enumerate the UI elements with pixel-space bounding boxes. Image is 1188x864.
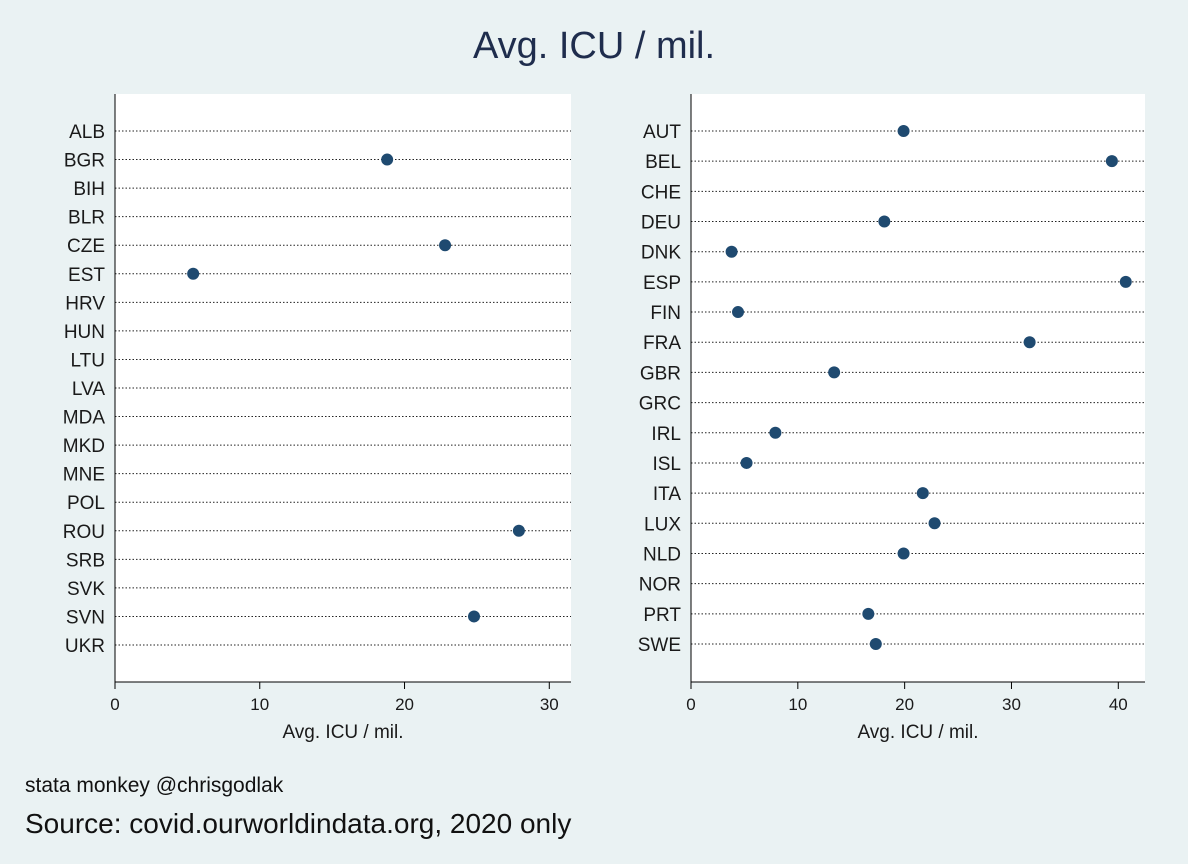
category-label: HRV: [65, 293, 105, 314]
category-label: SWE: [638, 635, 681, 656]
x-tick-label: 40: [1109, 695, 1128, 714]
category-label: LTU: [71, 350, 105, 371]
credit-note: stata monkey @chrisgodlak: [25, 774, 284, 797]
category-label: LUX: [644, 514, 681, 535]
data-point-nld: [897, 547, 910, 560]
data-point-cze: [439, 239, 452, 252]
category-label: FRA: [643, 333, 681, 354]
data-point-fin: [732, 306, 745, 319]
category-label: GBR: [640, 363, 681, 384]
left-panel: ALB BGR BIH BLR CZE EST HRV HUN LTU LVA MDA MKD MNE P…: [63, 94, 571, 743]
x-tick-label: 30: [1002, 695, 1021, 714]
x-tick-label: 20: [895, 695, 914, 714]
category-label: POL: [67, 493, 105, 514]
category-label: IRL: [651, 424, 681, 445]
x-tick-label: 10: [788, 695, 807, 714]
category-label: HUN: [64, 322, 105, 343]
category-label: GRC: [639, 394, 681, 415]
category-label: DNK: [641, 243, 681, 264]
category-label: ROU: [63, 522, 105, 543]
data-point-ita: [916, 487, 929, 500]
right-panel: AUT BEL CHE DEU DNK ESP FIN FRA GBR GRC IRL ISL ITA L…: [638, 94, 1145, 743]
category-label: UKR: [65, 636, 105, 657]
x-tick-label: 10: [250, 695, 269, 714]
category-label: AUT: [643, 122, 681, 143]
chart-title: Avg. ICU / mil.: [473, 25, 715, 67]
category-label: LVA: [72, 379, 105, 400]
source-note: Source: covid.ourworldindata.org, 2020 o…: [25, 808, 572, 839]
x-axis-label: Avg. ICU / mil.: [282, 722, 403, 743]
category-label: ISL: [652, 454, 681, 475]
category-label: SVK: [67, 579, 105, 600]
data-point-prt: [862, 607, 875, 620]
category-label: ESP: [643, 273, 681, 294]
x-tick-label: 20: [395, 695, 414, 714]
plot-area: [691, 94, 1145, 682]
category-label: BLR: [68, 208, 105, 229]
category-label: NLD: [643, 544, 681, 565]
category-label: SVN: [66, 607, 105, 628]
category-label: CZE: [67, 236, 105, 257]
data-point-esp: [1119, 275, 1132, 288]
category-label: SRB: [66, 550, 105, 571]
data-point-swe: [869, 638, 882, 650]
data-point-dnk: [725, 245, 738, 258]
category-label: FIN: [650, 303, 681, 324]
category-label: MKD: [63, 436, 105, 457]
x-tick-label: 30: [540, 695, 559, 714]
x-axis-label: Avg. ICU / mil.: [857, 722, 978, 743]
category-label: BEL: [645, 152, 681, 173]
category-label: BIH: [73, 179, 105, 200]
data-point-irl: [769, 426, 782, 439]
data-point-bel: [1105, 155, 1118, 168]
data-point-est: [187, 267, 200, 280]
data-point-fra: [1023, 336, 1036, 349]
data-point-isl: [740, 456, 753, 469]
category-label: MDA: [63, 408, 106, 429]
data-point-rou: [512, 524, 525, 537]
category-label: DEU: [641, 213, 681, 234]
data-point-lux: [928, 517, 941, 530]
category-label: CHE: [641, 182, 681, 203]
category-label: NOR: [639, 575, 681, 596]
x-tick-label: 0: [110, 695, 119, 714]
x-tick-label: 0: [686, 695, 695, 714]
category-label: PRT: [643, 605, 681, 626]
data-point-deu: [878, 215, 891, 228]
data-point-svn: [468, 610, 481, 623]
data-point-gbr: [828, 366, 841, 379]
data-point-bgr: [381, 153, 394, 166]
data-point-aut: [897, 125, 910, 137]
category-label: MNE: [63, 465, 105, 486]
category-label: EST: [68, 265, 105, 286]
category-label: ALB: [69, 122, 105, 143]
category-label: ITA: [653, 484, 681, 505]
category-label: BGR: [64, 151, 105, 172]
